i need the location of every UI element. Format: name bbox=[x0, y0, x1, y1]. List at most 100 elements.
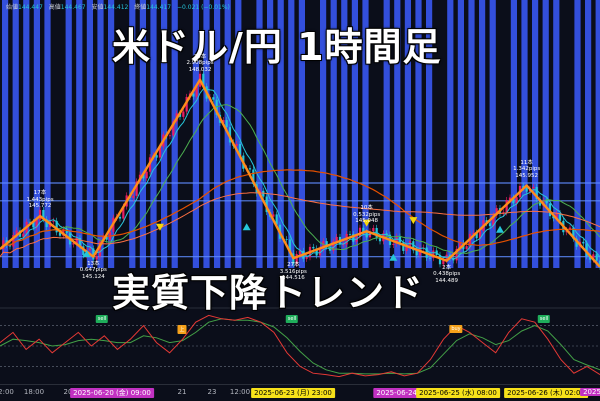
candle-body bbox=[405, 245, 408, 251]
candle-body bbox=[202, 73, 205, 87]
low-value: 144.412 bbox=[103, 4, 129, 11]
session-stripe bbox=[351, 0, 358, 268]
candle-body bbox=[78, 237, 82, 247]
candle-body bbox=[92, 248, 95, 260]
candle-body bbox=[122, 206, 125, 219]
candle-body bbox=[55, 220, 58, 233]
candle-body bbox=[525, 187, 528, 192]
candle-body bbox=[32, 221, 35, 228]
candle-body bbox=[105, 236, 108, 240]
sell-signal-badge: sell bbox=[537, 315, 551, 323]
session-stripe bbox=[97, 0, 104, 268]
candle-body bbox=[288, 239, 292, 254]
candle-body bbox=[132, 195, 135, 198]
session-stripe bbox=[595, 0, 600, 268]
x-tick-label: 23 bbox=[207, 388, 217, 396]
candle-body bbox=[118, 216, 122, 219]
candle-body bbox=[508, 197, 512, 201]
candle-body bbox=[315, 248, 318, 256]
candle-body bbox=[155, 155, 158, 158]
candle-body bbox=[22, 233, 25, 237]
candle-body bbox=[58, 232, 62, 236]
session-stripe bbox=[574, 0, 581, 268]
pivot-label: 35本 2.908pips 148.032 bbox=[186, 53, 214, 73]
x-tick-label: 2:00 bbox=[0, 388, 14, 396]
x-tick-label: 21 bbox=[177, 388, 187, 396]
signal-triangle bbox=[242, 223, 251, 231]
session-stripe bbox=[171, 0, 178, 268]
session-stripe bbox=[426, 0, 433, 268]
candle-body bbox=[275, 214, 278, 225]
ma-short-line bbox=[0, 88, 600, 260]
candle-body bbox=[262, 190, 265, 197]
session-stripe bbox=[203, 0, 210, 268]
candle-body bbox=[535, 187, 538, 199]
session-stripe bbox=[108, 0, 115, 268]
candle-body bbox=[252, 169, 255, 185]
candle-body bbox=[555, 213, 558, 219]
candle-body bbox=[452, 258, 455, 261]
candle-body bbox=[72, 243, 75, 245]
candle-body bbox=[415, 250, 418, 256]
candle-body bbox=[342, 244, 345, 246]
chart-title: 米ドル/円 1時間足 bbox=[112, 25, 442, 69]
session-stripe bbox=[415, 0, 422, 268]
session-stripe bbox=[267, 0, 274, 268]
buy-signal-badge: 上 bbox=[177, 325, 187, 334]
signal-triangle bbox=[156, 223, 164, 231]
signal-triangle bbox=[362, 219, 371, 227]
time-axis[interactable]: 2:00 18:00 20 2025-06-20 (金) 09:00 21 23 12:00… bbox=[0, 384, 600, 401]
candle-body bbox=[552, 216, 555, 219]
candle-body bbox=[145, 171, 148, 179]
candle-body bbox=[135, 181, 138, 196]
candle-body bbox=[515, 197, 518, 204]
candle-body bbox=[358, 227, 362, 237]
session-stripe bbox=[23, 0, 30, 268]
session-stripe bbox=[521, 0, 528, 268]
session-stripe bbox=[341, 0, 348, 268]
candle-body bbox=[322, 241, 325, 250]
x-tick-label: 2025-06-26 (木) 02:00 bbox=[504, 388, 588, 398]
session-stripe bbox=[192, 0, 199, 268]
candle-body bbox=[52, 220, 55, 222]
candle-body bbox=[142, 174, 145, 179]
candle-body bbox=[592, 254, 595, 260]
pivot-label: 10本 0.532pips 145.048 bbox=[353, 205, 381, 225]
pivot-label: 2本 0.438pips 144.489 bbox=[433, 264, 461, 284]
x-tick-label: 2025-06-23 (月) 23:00 bbox=[251, 388, 335, 398]
candle-body bbox=[285, 239, 288, 240]
oscillator-fast-line bbox=[0, 314, 600, 378]
candle-body bbox=[172, 121, 175, 136]
candle-body bbox=[572, 227, 575, 239]
candle-body bbox=[45, 219, 48, 228]
session-stripe bbox=[510, 0, 517, 268]
candle-body bbox=[158, 146, 162, 158]
candle-body bbox=[532, 187, 535, 189]
candle-body bbox=[88, 248, 92, 251]
session-stripe bbox=[65, 0, 72, 268]
candle-body bbox=[492, 215, 495, 227]
low-label: 安値 bbox=[91, 4, 104, 11]
session-stripe bbox=[320, 0, 327, 268]
session-stripe bbox=[76, 0, 83, 268]
candle-body bbox=[212, 97, 215, 100]
candle-body bbox=[522, 185, 525, 188]
pivot-label: 27本 3.516pips 144.516 bbox=[279, 262, 307, 282]
session-stripe bbox=[479, 0, 486, 268]
candle-body bbox=[335, 236, 338, 242]
session-stripe bbox=[139, 0, 146, 268]
session-stripe bbox=[44, 0, 51, 268]
session-stripe bbox=[214, 0, 221, 268]
candle-body bbox=[98, 241, 102, 257]
candle-body bbox=[428, 257, 432, 259]
candle-body bbox=[348, 233, 352, 235]
chart-subtitle: 実質下降トレンド bbox=[112, 271, 425, 315]
session-stripe bbox=[468, 0, 475, 268]
candle-body bbox=[598, 260, 600, 267]
candle-body bbox=[495, 208, 498, 216]
candle-body bbox=[558, 213, 562, 221]
x-tick-label: 12:00 bbox=[229, 388, 251, 396]
session-stripe bbox=[362, 0, 369, 268]
candle-body bbox=[488, 223, 492, 227]
